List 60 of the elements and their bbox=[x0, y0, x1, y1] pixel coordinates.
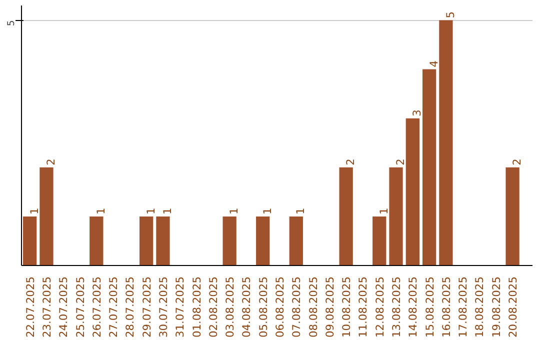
x-tick-label: 08.08.2025 bbox=[306, 276, 320, 338]
bar bbox=[156, 216, 170, 266]
bar bbox=[439, 20, 453, 266]
data-label: 3 bbox=[410, 110, 424, 116]
x-tick-label: 04.08.2025 bbox=[240, 276, 254, 338]
data-label: 1 bbox=[377, 208, 390, 214]
x-tick-label: 17.08.2025 bbox=[456, 276, 470, 338]
x-tick-label: 11.08.2025 bbox=[356, 276, 370, 338]
bar bbox=[140, 216, 154, 266]
x-tick-label: 20.08.2025 bbox=[506, 276, 520, 338]
data-label: 1 bbox=[294, 208, 308, 214]
data-label: 2 bbox=[510, 158, 524, 166]
bar bbox=[289, 216, 303, 266]
data-label: 1 bbox=[228, 208, 241, 214]
x-tick-label: 24.07.2025 bbox=[57, 276, 70, 338]
x-tick-label: 05.08.2025 bbox=[256, 276, 270, 338]
x-tick-label: 10.08.2025 bbox=[340, 276, 354, 338]
x-tick-label: 19.08.2025 bbox=[490, 276, 503, 338]
x-tick-label: 15.08.2025 bbox=[423, 276, 436, 338]
data-label: 1 bbox=[144, 208, 158, 214]
x-tick-label: 31.07.2025 bbox=[174, 276, 187, 338]
bar bbox=[372, 216, 386, 266]
bar bbox=[40, 167, 54, 266]
x-tick-label: 09.08.2025 bbox=[323, 276, 336, 338]
x-tick-label: 13.08.2025 bbox=[390, 276, 404, 338]
data-label: 1 bbox=[28, 208, 41, 214]
x-tick-label: 28.07.2025 bbox=[124, 276, 137, 338]
x-tick-label: 14.08.2025 bbox=[406, 276, 420, 338]
x-tick-label: 22.07.2025 bbox=[24, 276, 37, 338]
x-tick-label: 27.07.2025 bbox=[107, 276, 120, 338]
bar bbox=[406, 118, 420, 266]
x-tick-label: 29.07.2025 bbox=[140, 276, 154, 338]
x-tick-label: 12.08.2025 bbox=[373, 276, 386, 338]
x-tick-label: 06.08.2025 bbox=[273, 276, 286, 338]
x-tick-label: 02.08.2025 bbox=[206, 276, 220, 338]
bar bbox=[506, 167, 520, 266]
bar bbox=[222, 216, 236, 266]
data-label: 4 bbox=[427, 60, 440, 68]
x-tick-label: 23.07.2025 bbox=[40, 276, 54, 338]
x-tick-label: 16.08.2025 bbox=[440, 276, 453, 338]
data-label: 1 bbox=[160, 208, 174, 214]
bar bbox=[256, 216, 270, 266]
data-label: 1 bbox=[260, 208, 274, 214]
bar bbox=[339, 167, 353, 266]
data-label: 1 bbox=[94, 208, 108, 214]
data-label: 2 bbox=[344, 158, 358, 166]
x-tick-label: 25.07.2025 bbox=[74, 276, 87, 338]
bar bbox=[389, 167, 403, 266]
x-tick-label: 07.08.2025 bbox=[290, 276, 304, 338]
x-tick-label: 30.07.2025 bbox=[156, 276, 170, 338]
data-label: 2 bbox=[44, 158, 58, 166]
x-tick-label: 03.08.2025 bbox=[224, 276, 237, 338]
bar bbox=[23, 216, 37, 266]
x-tick-label: 18.08.2025 bbox=[473, 276, 486, 338]
data-label: 5 bbox=[444, 11, 457, 18]
bar bbox=[90, 216, 104, 266]
x-tick-label: 01.08.2025 bbox=[190, 276, 204, 338]
bar bbox=[422, 69, 436, 266]
data-label: 2 bbox=[394, 158, 408, 166]
x-tick-label: 26.07.2025 bbox=[90, 276, 104, 338]
